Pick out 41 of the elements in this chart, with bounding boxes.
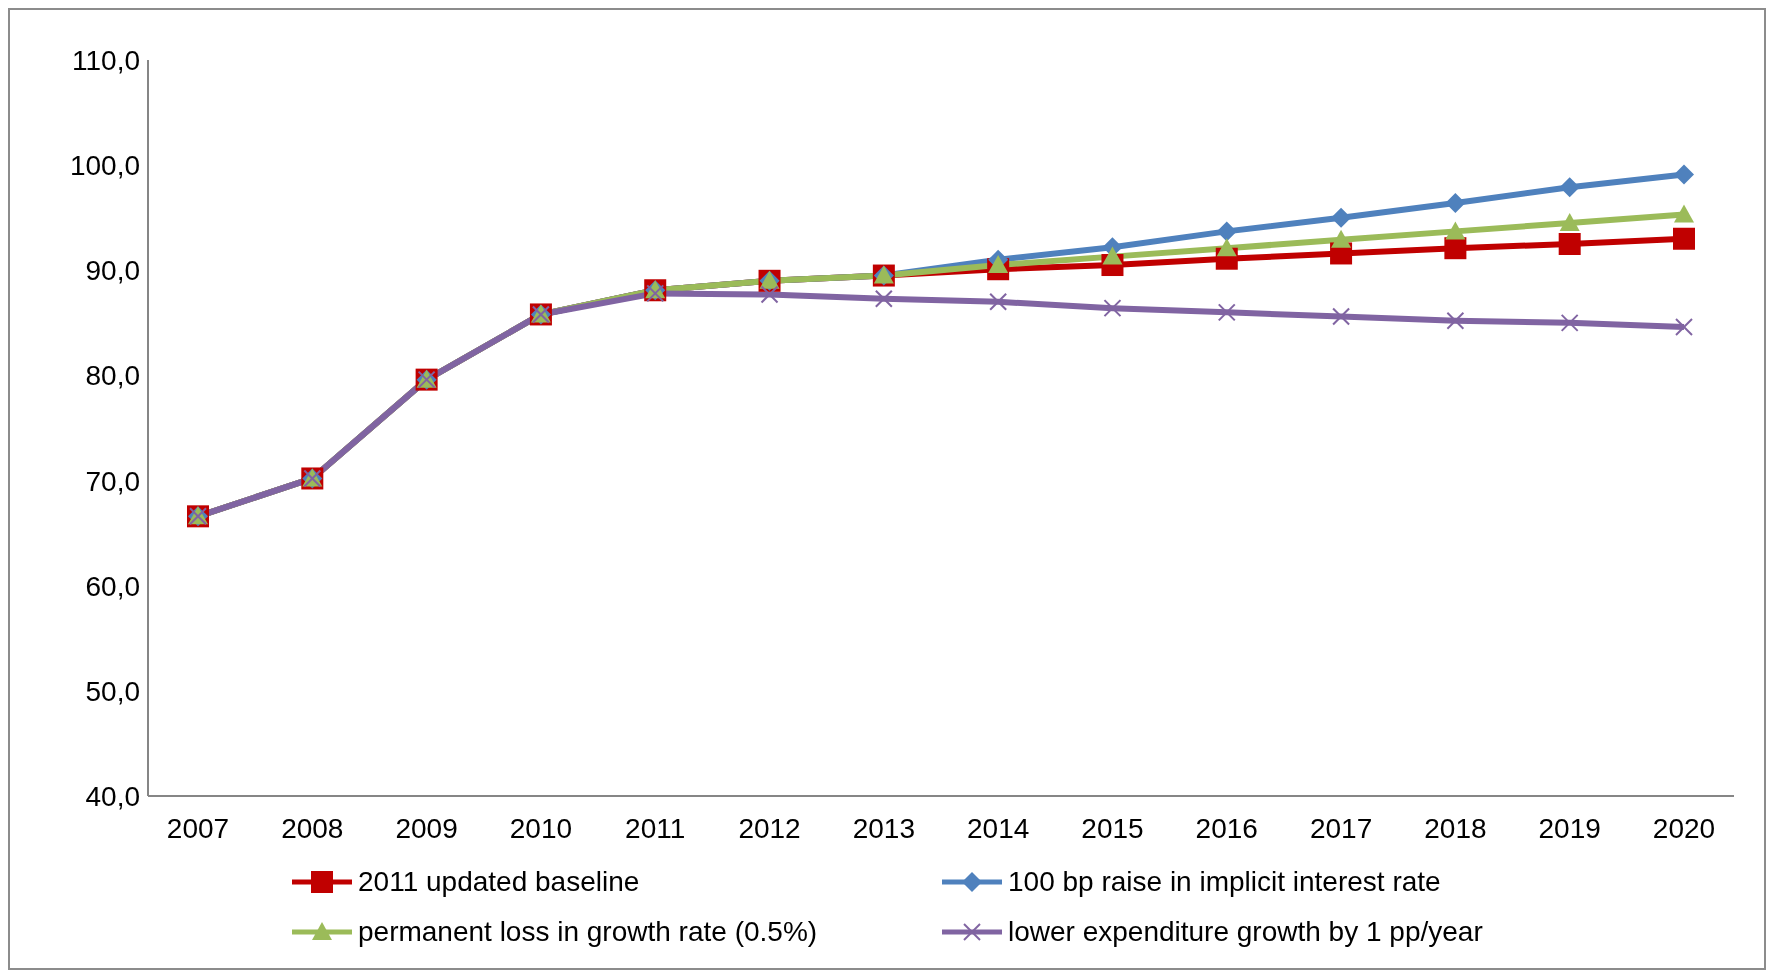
- point: [1559, 212, 1580, 231]
- x-tick-label: 2007: [166, 812, 230, 844]
- point: [1102, 246, 1123, 265]
- legend-label: lower expenditure growth by 1 pp/year: [1008, 916, 1483, 948]
- y-tick-label: 40,0: [85, 780, 140, 812]
- y-tick-label: 70,0: [85, 465, 140, 497]
- x-tick-label: 2009: [395, 812, 458, 844]
- point: [1331, 229, 1352, 248]
- point: [1674, 204, 1694, 223]
- x-tick-label: 2014: [967, 812, 1030, 844]
- point: [1331, 207, 1352, 228]
- x-tick-label: 2018: [1424, 812, 1487, 844]
- y-tick-label: 60,0: [85, 570, 140, 602]
- x-tick-label: 2013: [852, 812, 915, 844]
- x-tick-label: 2010: [509, 812, 573, 844]
- point: [1674, 164, 1694, 185]
- legend-label: 100 bp raise in implicit interest rate: [1008, 866, 1441, 898]
- y-tick-label: 90,0: [85, 255, 140, 287]
- x-tick-label: 2017: [1309, 812, 1373, 844]
- point: [1673, 227, 1695, 250]
- x-tick-label: 2016: [1195, 812, 1258, 844]
- y-tick-label: 110,0: [72, 44, 140, 76]
- point: [1558, 233, 1581, 255]
- point: [1445, 221, 1466, 240]
- y-tick-label: 50,0: [85, 675, 140, 707]
- legend-label: permanent loss in growth rate (0.5%): [358, 916, 818, 948]
- point: [1216, 238, 1237, 257]
- x-tick-label: 2015: [1081, 812, 1144, 844]
- y-tick-label: 80,0: [85, 360, 140, 392]
- x-tick-label: 2020: [1652, 812, 1716, 844]
- x-tick-label: 2019: [1538, 812, 1601, 844]
- point: [988, 255, 1009, 274]
- point: [1216, 221, 1237, 242]
- legend-label: 2011 updated baseline: [358, 866, 640, 898]
- y-tick-label: 100,0: [69, 150, 140, 182]
- point: [1445, 192, 1466, 213]
- x-tick-label: 2011: [625, 812, 686, 844]
- x-tick-label: 2008: [281, 812, 344, 844]
- point: [1559, 177, 1580, 198]
- point: [1444, 237, 1467, 260]
- x-tick-label: 2012: [738, 812, 801, 844]
